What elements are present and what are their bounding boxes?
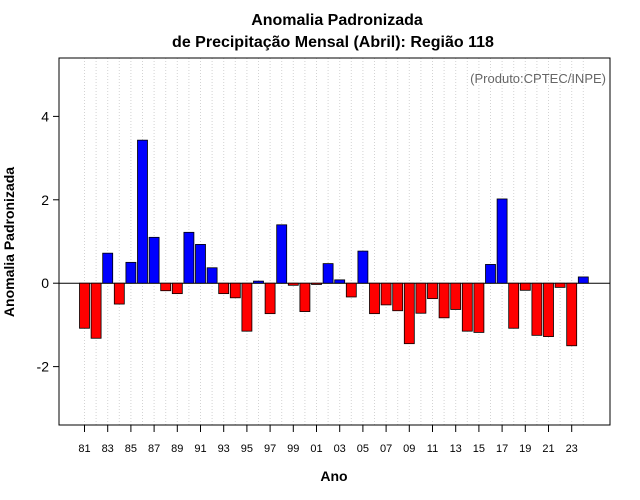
bar-2016: [485, 264, 496, 284]
bar-2019: [519, 282, 531, 291]
x-tick-label: 09: [403, 443, 415, 455]
bar-2014: [461, 282, 473, 332]
x-tick-label: 21: [542, 443, 554, 455]
bar-1994: [229, 282, 241, 299]
bar-2004: [345, 282, 357, 298]
bar-2007: [380, 282, 392, 306]
bar-1993: [218, 282, 230, 295]
x-tick-label: 81: [78, 443, 90, 455]
bar-2020: [531, 282, 543, 336]
bar-2001: [311, 282, 322, 285]
y-tick-label: 0: [41, 275, 49, 291]
bar-1992: [206, 267, 218, 284]
bar-2011: [427, 282, 438, 300]
x-tick-label: 89: [171, 443, 183, 455]
y-tick-label: 2: [41, 192, 49, 208]
x-tick-label: 91: [194, 443, 206, 455]
y-tick-label: 4: [41, 108, 49, 124]
bar-1990: [183, 231, 195, 284]
bar-2003: [334, 279, 346, 284]
x-tick-label: 03: [334, 443, 346, 455]
x-tick-label: 87: [148, 443, 160, 455]
plot-frame: [58, 57, 611, 426]
bars: [79, 139, 589, 347]
x-tick-label: 95: [241, 443, 253, 455]
bar-2006: [369, 282, 380, 315]
bar-1983: [102, 252, 114, 284]
bar-1997: [264, 282, 276, 315]
bar-1995: [241, 282, 253, 332]
bar-2015: [473, 282, 485, 333]
bar-1988: [160, 282, 172, 292]
bar-1996: [253, 280, 264, 284]
x-tick-label: 05: [357, 443, 369, 455]
source-annotation: (Produto:CPTEC/INPE): [470, 71, 606, 86]
bar-1989: [171, 282, 183, 295]
x-axis-label: Ano: [320, 468, 347, 484]
x-tick-label: 19: [519, 443, 531, 455]
bar-1984: [113, 282, 125, 305]
x-tick-label: 93: [218, 443, 230, 455]
x-tick-label: 01: [310, 443, 322, 455]
x-tick-label: 23: [566, 443, 578, 455]
y-axis: -2 0 2 4: [37, 108, 59, 375]
chart-title-line2: de Precipitação Mensal (Abril): Região 1…: [172, 34, 494, 51]
bar-2009: [403, 282, 415, 345]
y-tick-label: -2: [37, 359, 50, 375]
bar-2022: [554, 282, 566, 288]
bar-2002: [322, 263, 334, 284]
x-axis: 81 83 85 87 89 91 93 95 97 99 01 03 05 07 09 11 13 15 17 19…: [78, 425, 578, 455]
x-tick-label: 83: [102, 443, 114, 455]
bar-1999: [287, 282, 299, 286]
bar-1982: [90, 282, 102, 339]
bar-2008: [392, 282, 404, 312]
bar-2005: [357, 250, 369, 284]
x-tick-label: 13: [450, 443, 462, 455]
grid-lines: [84, 58, 584, 425]
x-tick-label: 15: [473, 443, 485, 455]
bar-2021: [543, 282, 554, 337]
bar-2012: [438, 282, 450, 319]
bar-2013: [450, 282, 462, 310]
bar-2010: [415, 282, 427, 314]
x-tick-label: 85: [125, 443, 137, 455]
bar-2018: [508, 282, 520, 329]
bar-2000: [299, 282, 311, 312]
x-tick-label: 97: [264, 443, 276, 455]
x-tick-label: 11: [427, 443, 438, 455]
bar-2023: [566, 282, 578, 347]
x-tick-label: 99: [287, 443, 299, 455]
chart-title-line1: Anomalia Padronizada: [251, 12, 423, 29]
x-tick-label: 17: [496, 443, 508, 455]
bar-2017: [496, 198, 508, 284]
bar-1991: [195, 244, 206, 284]
bar-1986: [137, 139, 148, 284]
y-axis-label: Anomalia Padronizada: [1, 167, 17, 317]
bar-2024: [577, 276, 589, 284]
x-tick-label: 07: [380, 443, 392, 455]
bar-1998: [276, 224, 288, 284]
bar-1987: [148, 236, 160, 284]
bar-1981: [79, 282, 90, 329]
bar-1985: [125, 261, 137, 284]
